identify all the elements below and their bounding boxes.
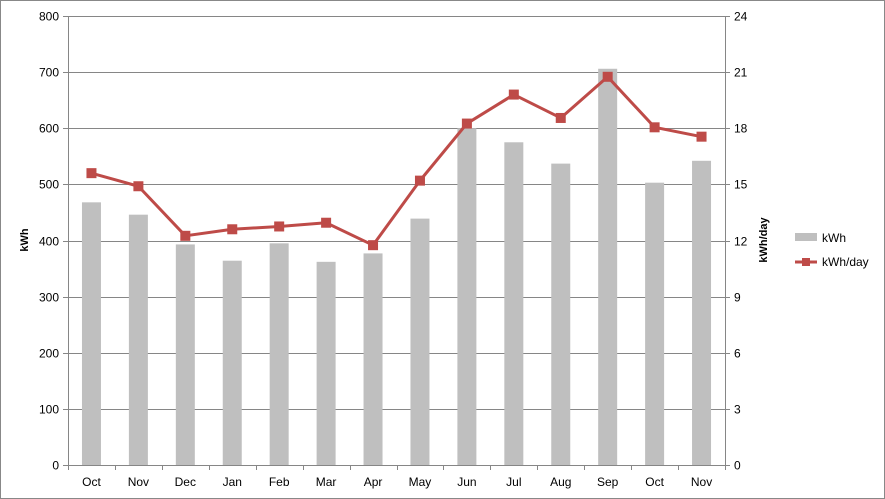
legend-swatch-kwh	[795, 233, 817, 241]
line-point	[649, 122, 660, 133]
bar	[269, 243, 289, 465]
y-tick-label: 600	[39, 122, 59, 136]
line-point	[696, 131, 707, 142]
y2-tick-label: 12	[734, 235, 748, 249]
bar	[410, 218, 430, 465]
x-tick-label: Oct	[82, 475, 101, 489]
x-tick-label: Feb	[269, 475, 290, 489]
line-point	[321, 217, 332, 228]
y2-tick-label: 9	[734, 291, 741, 305]
x-tick-label: Jun	[457, 475, 476, 489]
x-tick-label: Apr	[364, 475, 383, 489]
bar	[363, 253, 383, 465]
series-line	[91, 75, 702, 247]
y-tick-label: 300	[39, 291, 59, 305]
x-tick-label: Sep	[597, 475, 619, 489]
bar	[645, 182, 665, 465]
y2-tick-label: 15	[734, 178, 748, 192]
y-axis-title: kWh	[19, 228, 31, 252]
bar	[457, 128, 477, 465]
x-tick-label: Jan	[223, 475, 242, 489]
bar	[504, 142, 524, 465]
x-tick-label: Dec	[175, 475, 196, 489]
y2-tick-label: 3	[734, 403, 741, 417]
y-tick-label: 400	[39, 235, 59, 249]
x-tick-label: Oct	[645, 475, 664, 489]
x-tick-label: Jul	[506, 475, 521, 489]
bar	[175, 244, 195, 465]
bar	[81, 202, 101, 465]
line-point	[555, 112, 566, 123]
bar	[316, 261, 336, 465]
y2-tick-label: 0	[734, 459, 741, 473]
x-tick-label: Mar	[316, 475, 337, 489]
y2-axis-title: kWh/day	[758, 217, 770, 263]
y-tick-label: 100	[39, 403, 59, 417]
line-point	[227, 224, 238, 235]
legend-marker-kwh-per-day	[802, 258, 810, 266]
bar	[128, 214, 148, 465]
line-point	[602, 71, 613, 82]
legend-label-kwh: kWh	[822, 231, 846, 245]
legend: kWh kWh/day	[795, 231, 869, 269]
axes	[63, 16, 730, 470]
bar-series-kwh	[81, 68, 712, 466]
y-tick-label: 800	[39, 10, 59, 24]
line-point	[133, 181, 144, 192]
line-point	[180, 230, 191, 241]
x-tick-label: Nov	[691, 475, 712, 489]
y2-tick-label: 24	[734, 10, 748, 24]
line-series-kwh-per-day	[86, 71, 707, 251]
x-tick-label: Aug	[550, 475, 571, 489]
x-tick-label: May	[409, 475, 432, 489]
line-point	[414, 175, 425, 186]
tick-labels: 0 0 100 3 200 6 300 9 400 12 500 15 600 18 700 21 800 24 O…	[39, 10, 748, 490]
bar	[551, 163, 571, 465]
y2-tick-label: 18	[734, 122, 748, 136]
line-point	[368, 240, 379, 251]
line-point	[508, 89, 519, 100]
y-tick-label: 700	[39, 66, 59, 80]
bar	[222, 260, 242, 465]
y2-tick-label: 6	[734, 347, 741, 361]
bar	[598, 68, 618, 465]
line-point	[86, 168, 97, 179]
y-tick-label: 0	[52, 459, 59, 473]
line-point	[274, 221, 285, 232]
line-point	[461, 118, 472, 129]
bar	[692, 160, 712, 466]
y-tick-label: 500	[39, 178, 59, 192]
legend-label-kwh-per-day: kWh/day	[822, 255, 869, 269]
x-tick-label: Nov	[128, 475, 149, 489]
y-tick-label: 200	[39, 347, 59, 361]
y2-tick-label: 21	[734, 66, 748, 80]
